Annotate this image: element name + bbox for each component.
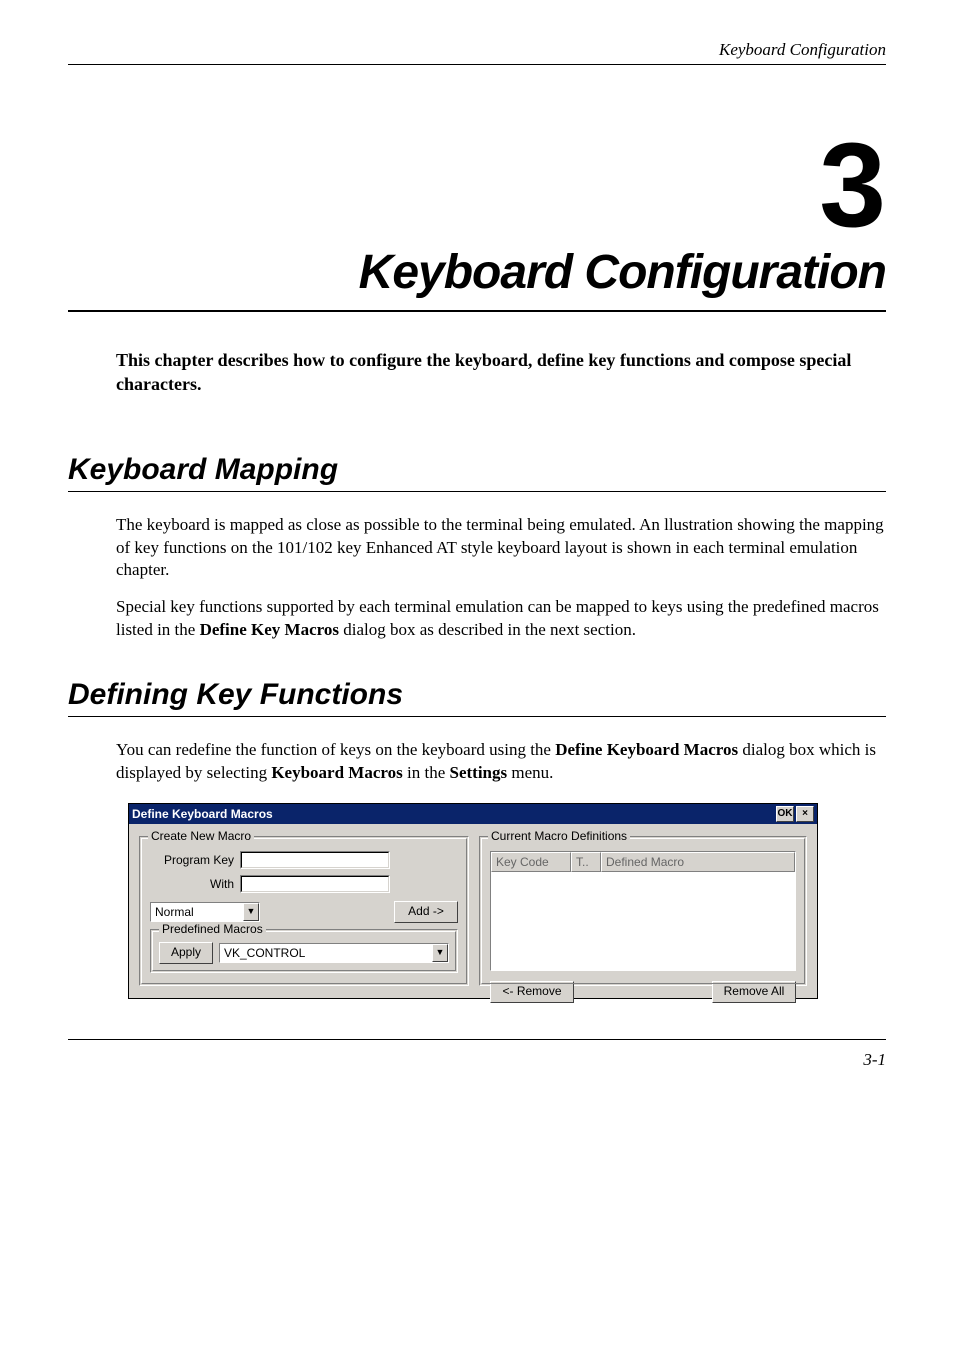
- fieldset-create-macro: Create New Macro Program Key With Normal…: [139, 836, 469, 986]
- chapter-title: Keyboard Configuration: [68, 245, 886, 312]
- dialog-titlebar: Define Keyboard Macros OK ×: [129, 804, 817, 824]
- text-bold: Define Key Macros: [200, 620, 339, 639]
- defining-para-1: You can redefine the function of keys on…: [116, 739, 886, 785]
- legend-create-macro: Create New Macro: [148, 829, 254, 843]
- vk-combo-text: VK_CONTROL: [220, 944, 432, 962]
- apply-button[interactable]: Apply: [159, 942, 213, 964]
- ok-titlebar-button[interactable]: OK: [776, 806, 794, 822]
- dialog-body: Create New Macro Program Key With Normal…: [129, 824, 817, 998]
- normal-combo-text: Normal: [151, 903, 243, 921]
- vk-combo[interactable]: VK_CONTROL ▼: [219, 943, 449, 963]
- mapping-para-1: The keyboard is mapped as close as possi…: [116, 514, 886, 583]
- chevron-down-icon[interactable]: ▼: [243, 903, 259, 921]
- row-apply: Apply VK_CONTROL ▼: [159, 942, 449, 964]
- dialog-title: Define Keyboard Macros: [132, 807, 774, 821]
- program-key-input[interactable]: [240, 851, 390, 869]
- col-t[interactable]: T..: [571, 852, 601, 872]
- section-title-mapping: Keyboard Mapping: [68, 453, 886, 492]
- col-key-code[interactable]: Key Code: [491, 852, 571, 872]
- remove-button[interactable]: <- Remove: [490, 981, 574, 1003]
- listview-header: Key Code T.. Defined Macro: [491, 852, 795, 872]
- row-normal-add: Normal ▼ Add ->: [150, 901, 458, 923]
- text-bold: Define Keyboard Macros: [555, 740, 738, 759]
- left-column: Create New Macro Program Key With Normal…: [139, 832, 469, 986]
- normal-combo[interactable]: Normal ▼: [150, 902, 260, 922]
- text: in the: [403, 763, 450, 782]
- dialog-screenshot: Define Keyboard Macros OK × Create New M…: [128, 803, 818, 999]
- running-head: Keyboard Configuration: [68, 40, 886, 65]
- label-with: With: [150, 877, 240, 891]
- remove-button-row: <- Remove Remove All: [490, 981, 796, 1003]
- dialog-window: Define Keyboard Macros OK × Create New M…: [128, 803, 818, 999]
- add-button[interactable]: Add ->: [394, 901, 458, 923]
- text-bold: Keyboard Macros: [271, 763, 402, 782]
- macro-listview[interactable]: Key Code T.. Defined Macro: [490, 851, 796, 971]
- label-program-key: Program Key: [150, 853, 240, 867]
- legend-predefined: Predefined Macros: [159, 922, 266, 936]
- right-column: Current Macro Definitions Key Code T.. D…: [479, 832, 807, 986]
- remove-all-button[interactable]: Remove All: [712, 981, 796, 1003]
- chevron-down-icon[interactable]: ▼: [432, 944, 448, 962]
- text: dialog box as described in the next sect…: [339, 620, 636, 639]
- chapter-intro: This chapter describes how to configure …: [116, 348, 886, 397]
- page-footer: 3-1: [68, 1039, 886, 1070]
- row-with: With: [150, 875, 458, 893]
- close-icon[interactable]: ×: [796, 806, 814, 822]
- row-program-key: Program Key: [150, 851, 458, 869]
- text: menu.: [507, 763, 553, 782]
- fieldset-current: Current Macro Definitions Key Code T.. D…: [479, 836, 807, 986]
- text-bold: Settings: [450, 763, 508, 782]
- chapter-number: 3: [68, 125, 886, 245]
- col-defined-macro[interactable]: Defined Macro: [601, 852, 795, 872]
- legend-current: Current Macro Definitions: [488, 829, 630, 843]
- section-title-defining: Defining Key Functions: [68, 678, 886, 717]
- with-input[interactable]: [240, 875, 390, 893]
- mapping-para-2: Special key functions supported by each …: [116, 596, 886, 642]
- fieldset-predefined: Predefined Macros Apply VK_CONTROL ▼: [150, 929, 458, 973]
- text: You can redefine the function of keys on…: [116, 740, 555, 759]
